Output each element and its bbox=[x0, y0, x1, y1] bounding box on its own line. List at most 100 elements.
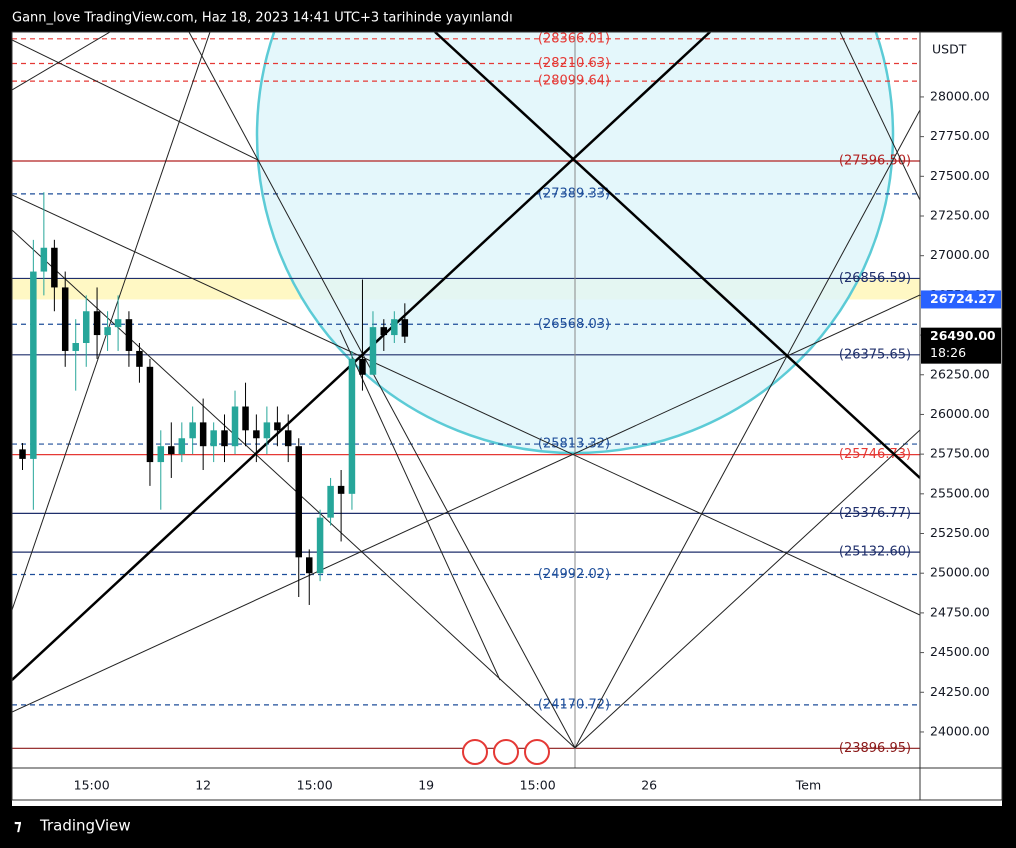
candle-body bbox=[274, 422, 281, 431]
candles bbox=[19, 192, 409, 605]
gann-line bbox=[12, 32, 211, 611]
event-flags bbox=[462, 739, 550, 765]
candle-body bbox=[284, 430, 292, 447]
candle-body bbox=[30, 271, 37, 459]
level-label: (28099.64) bbox=[538, 74, 610, 89]
candle-body bbox=[93, 311, 101, 336]
x-tick-label: 19 bbox=[418, 778, 434, 793]
level-label: (24992.02) bbox=[538, 567, 610, 582]
y-tick-label: 27500.00 bbox=[930, 168, 990, 183]
level-label: (28210.63) bbox=[538, 56, 610, 71]
level-label: (24170.72) bbox=[538, 697, 610, 712]
candle-body bbox=[295, 446, 302, 558]
y-tick-label: 25250.00 bbox=[930, 525, 990, 540]
event-flag bbox=[493, 739, 519, 765]
x-tick-label: 15:00 bbox=[297, 778, 333, 793]
level-label: (27596.50) bbox=[839, 153, 911, 168]
candle-body bbox=[136, 350, 143, 367]
gann-line bbox=[12, 194, 920, 616]
candle-body bbox=[61, 287, 69, 351]
price-badge bbox=[921, 290, 1001, 309]
candle-body bbox=[348, 358, 356, 494]
axes: 24000.00 24250.00 24500.00 24750.00 25000.00… bbox=[74, 88, 1001, 793]
y-tick-label: 26000.00 bbox=[930, 406, 990, 421]
y-tick-label: 25500.00 bbox=[930, 485, 990, 500]
gann-line bbox=[839, 32, 920, 201]
x-tick-label: Tem bbox=[795, 778, 821, 793]
candle-body bbox=[82, 311, 90, 344]
level-label: (26856.59) bbox=[839, 271, 911, 286]
y-tick-label: 25750.00 bbox=[930, 446, 990, 461]
levels: (28366.01) (28210.63) (28099.64) (27596.50)… bbox=[12, 31, 920, 756]
x-tick-label: 15:00 bbox=[520, 778, 556, 793]
price-badge-label: 26724.27 bbox=[930, 291, 996, 306]
gann-fan-line bbox=[12, 32, 711, 681]
footer-brand: TradingView bbox=[39, 817, 131, 835]
event-flag bbox=[524, 739, 550, 765]
level-label: (25813.32) bbox=[538, 437, 610, 452]
level-label: (25132.60) bbox=[839, 545, 911, 560]
candle-body bbox=[327, 485, 334, 518]
level-label: (23896.95) bbox=[839, 741, 911, 756]
x-tick-label: 15:00 bbox=[74, 778, 110, 793]
y-tick-label: 27000.00 bbox=[930, 247, 990, 262]
header-title: Gann_love TradingView.com, Haz 18, 2023 … bbox=[12, 11, 513, 26]
level-label: (28366.01) bbox=[538, 31, 610, 46]
candle-body bbox=[380, 327, 388, 336]
gann-line bbox=[574, 429, 920, 749]
candle-body bbox=[19, 449, 26, 459]
candle-body bbox=[221, 430, 228, 447]
candle-body bbox=[51, 247, 58, 288]
level-label: (25746.73) bbox=[839, 447, 911, 462]
candle-body bbox=[401, 319, 409, 337]
candle-body bbox=[391, 319, 398, 336]
price-badge bbox=[921, 327, 1001, 364]
candle-body bbox=[40, 247, 48, 272]
price-badge-label: 26490.00 bbox=[930, 328, 996, 343]
candle-body bbox=[369, 327, 377, 375]
candle-body bbox=[306, 557, 313, 574]
gann-line bbox=[12, 32, 111, 91]
candle-body bbox=[337, 485, 345, 494]
y-tick-label: 24250.00 bbox=[930, 684, 990, 699]
x-tick-label: 12 bbox=[195, 778, 211, 793]
event-flag bbox=[462, 739, 488, 765]
y-tick-label: 26250.00 bbox=[930, 366, 990, 381]
candle-body bbox=[210, 430, 217, 447]
footer-logo: ⁊ bbox=[14, 817, 22, 835]
gann-line bbox=[12, 229, 576, 749]
gann-line bbox=[12, 294, 920, 713]
gann-line bbox=[188, 32, 576, 749]
candle-body bbox=[316, 517, 324, 574]
candle-body bbox=[114, 319, 122, 328]
level-label: (26375.65) bbox=[839, 347, 911, 362]
gann-fan-line bbox=[434, 32, 920, 479]
candle-body bbox=[199, 422, 207, 447]
y-tick-label: 24500.00 bbox=[930, 644, 990, 659]
gann-line bbox=[574, 109, 920, 749]
y-tick-label: 27250.00 bbox=[930, 208, 990, 223]
candle-body bbox=[231, 406, 239, 447]
candle-body bbox=[263, 422, 271, 439]
level-label: (26568.03) bbox=[538, 317, 610, 332]
candle-body bbox=[104, 327, 111, 336]
y-tick-label: 27750.00 bbox=[930, 128, 990, 143]
level-label: (25376.77) bbox=[839, 506, 911, 521]
candle-body bbox=[157, 446, 165, 463]
candle-body bbox=[253, 430, 260, 439]
x-tick-label: 26 bbox=[641, 778, 657, 793]
y-tick-label: 28000.00 bbox=[930, 88, 990, 103]
candle-body bbox=[178, 438, 186, 455]
gann-lines bbox=[12, 32, 920, 768]
candle-body bbox=[242, 406, 249, 431]
y-tick-label: 25000.00 bbox=[930, 565, 990, 580]
candle-body bbox=[146, 366, 154, 463]
y-tick-label: 24750.00 bbox=[930, 604, 990, 619]
gann-line bbox=[339, 329, 501, 681]
y-tick-label: 24000.00 bbox=[930, 723, 990, 738]
gann-line bbox=[12, 39, 259, 161]
candle-body bbox=[125, 319, 133, 351]
candle-body bbox=[359, 358, 366, 375]
candle-body bbox=[168, 446, 175, 455]
